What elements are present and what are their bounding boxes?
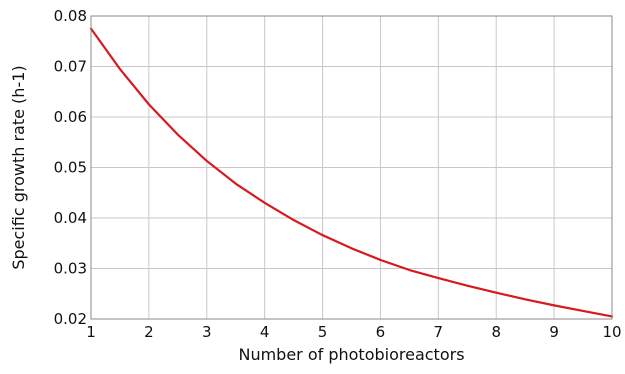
- y-axis-label: Specific growth rate (h-1): [9, 65, 28, 269]
- y-tick-label: 0.08: [54, 7, 87, 25]
- y-tick-label: 0.03: [54, 260, 87, 278]
- tick-labels: 1 2 3 4 5 6 7 8 9 10 0.02 0.03 0.04 0.05 0.06 0.07 0.08: [54, 7, 622, 341]
- x-tick-label: 10: [602, 323, 621, 341]
- x-tick-label: 3: [202, 323, 212, 341]
- x-tick-label: 9: [549, 323, 559, 341]
- series-lines: [89, 27, 614, 318]
- x-tick-label: 2: [144, 323, 154, 341]
- x-tick-label: 5: [318, 323, 328, 341]
- x-tick-label: 1: [86, 323, 96, 341]
- x-tick-label: 4: [260, 323, 270, 341]
- x-tick-label: 7: [434, 323, 444, 341]
- gridlines: [90, 15, 613, 320]
- y-tick-label: 0.07: [54, 58, 87, 76]
- x-axis-label: Number of photobioreactors: [238, 345, 464, 364]
- x-tick-label: 8: [491, 323, 501, 341]
- y-tick-label: 0.06: [54, 108, 87, 126]
- y-tick-label: 0.04: [54, 209, 87, 227]
- x-tick-label: 6: [376, 323, 386, 341]
- series-line: [89, 27, 614, 318]
- y-tick-label: 0.02: [54, 310, 87, 328]
- plot-frame: [90, 15, 613, 320]
- y-tick-label: 0.05: [54, 159, 87, 177]
